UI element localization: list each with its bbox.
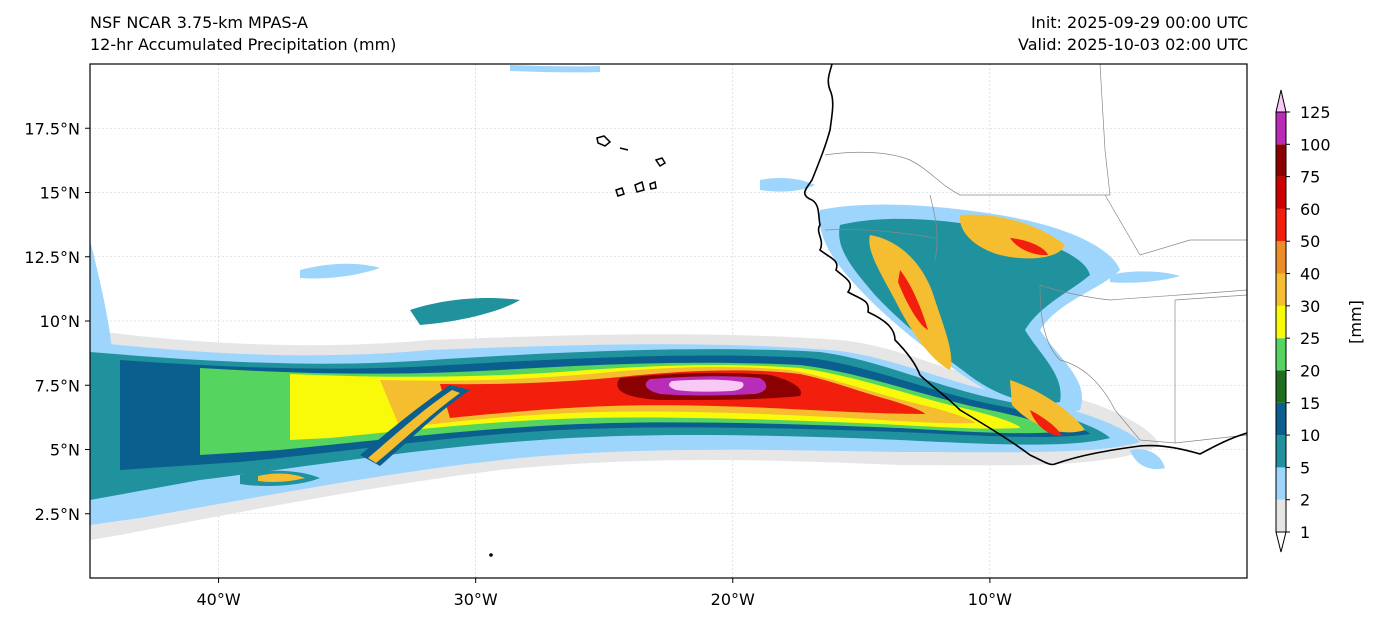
lon-tick-label: 30°W <box>454 590 498 609</box>
colorbar-swatch <box>1276 241 1286 274</box>
valid-time: Valid: 2025-10-03 02:00 UTC <box>1017 35 1248 54</box>
colorbar-level-label: 10 <box>1300 426 1320 445</box>
colorbar-level-label: 60 <box>1300 200 1320 219</box>
precip-scatter-1 <box>410 298 520 325</box>
colorbar-swatch <box>1276 208 1286 242</box>
lon-tick-label: 40°W <box>196 590 240 609</box>
colorbar-level-label: 20 <box>1300 361 1320 380</box>
colorbar-swatch <box>1276 370 1286 403</box>
precip-south-patch-core <box>258 473 305 482</box>
colorbar-swatch <box>1276 144 1286 177</box>
precipitation-field <box>90 65 1180 540</box>
colorbar-level-label: 1 <box>1300 523 1310 542</box>
precip-land-red-2 <box>1030 410 1062 436</box>
st-peter-paul-rocks <box>489 553 493 557</box>
precip-core-125mm <box>668 379 744 392</box>
lat-tick-label: 10°N <box>40 312 80 331</box>
cape-verde-island-2 <box>654 157 667 168</box>
cape-verde-island-6 <box>619 147 629 151</box>
colorbar-extend-min <box>1275 531 1287 553</box>
colorbar-swatch <box>1276 112 1286 145</box>
precip-land-red-1 <box>898 270 928 330</box>
lon-tick-label: 20°W <box>711 590 755 609</box>
colorbar-level-label: 30 <box>1300 297 1320 316</box>
colorbar-swatch <box>1276 467 1286 500</box>
colorbar-frame <box>1275 111 1287 533</box>
colorbar-swatch <box>1276 499 1286 532</box>
lat-tick-label: 5°N <box>50 441 80 460</box>
axis-ticks: 2.5°N 5°N 7.5°N 10°N 12.5°N 15°N 17.5°N 40°W 30°… <box>24 119 1012 609</box>
precip-scatter-3 <box>1110 271 1180 283</box>
colorbar-level-label: 50 <box>1300 232 1320 251</box>
init-time: Init: 2025-09-29 00:00 UTC <box>1030 13 1248 32</box>
precip-west-edge <box>90 240 112 350</box>
colorbar-level-label: 75 <box>1300 168 1320 187</box>
lon-tick-label: 10°W <box>968 590 1012 609</box>
cape-verde-island-5 <box>649 180 657 190</box>
lat-tick-label: 15°N <box>40 184 80 203</box>
land-features <box>489 64 1247 557</box>
precip-scatter-5 <box>1130 449 1165 470</box>
colorbar-level-label: 2 <box>1300 491 1310 510</box>
precip-diagonal-core <box>368 390 460 463</box>
colorbar-swatch <box>1276 176 1286 209</box>
colorbar-unit-label: [mm] <box>1346 300 1365 344</box>
colorbar-swatch <box>1276 435 1286 468</box>
title-model: NSF NCAR 3.75-km MPAS-A <box>90 13 308 32</box>
precip-land-core-3 <box>1010 380 1085 433</box>
cape-verde-island-3 <box>615 187 625 197</box>
precip-scatter-4 <box>760 177 815 192</box>
colorbar-swatch <box>1276 305 1286 339</box>
cape-verde-island-4 <box>634 180 645 193</box>
colorbar-extend-max <box>1275 89 1287 113</box>
lat-tick-label: 2.5°N <box>35 505 80 524</box>
precip-land-red-3 <box>1010 238 1048 256</box>
colorbar-swatch <box>1276 402 1286 436</box>
precip-scatter-6 <box>510 65 600 73</box>
country-borders <box>824 64 1247 444</box>
colorbar-swatch <box>1276 273 1286 306</box>
colorbar-level-label: 5 <box>1300 458 1310 477</box>
lat-tick-label: 7.5°N <box>35 376 80 395</box>
colorbar-level-label: 40 <box>1300 265 1320 284</box>
title-field: 12-hr Accumulated Precipitation (mm) <box>90 35 397 54</box>
precip-scatter-2 <box>300 263 380 279</box>
colorbar-level-label: 15 <box>1300 394 1320 413</box>
colorbar-level-label: 100 <box>1300 135 1331 154</box>
cape-verde-island-1 <box>596 135 612 147</box>
colorbar-swatch <box>1276 338 1286 371</box>
colorbar-level-label: 125 <box>1300 103 1331 122</box>
lat-tick-label: 17.5°N <box>24 119 80 138</box>
colorbar-level-label: 25 <box>1300 329 1320 348</box>
coastline <box>804 64 1247 466</box>
lat-tick-label: 12.5°N <box>24 248 80 267</box>
